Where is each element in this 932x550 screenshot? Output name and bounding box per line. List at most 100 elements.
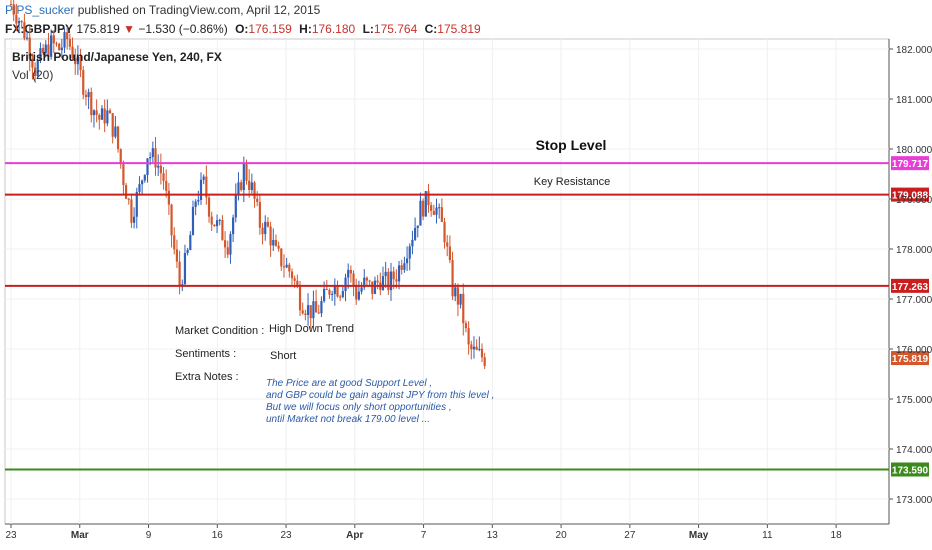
candle-body <box>205 176 208 198</box>
candle-body <box>470 344 473 350</box>
candle-body <box>462 293 465 324</box>
down-arrow-icon: ▼ <box>123 22 135 36</box>
candle-body <box>432 210 435 215</box>
volume-indicator[interactable]: Vol (20) <box>12 68 53 82</box>
candle-body <box>381 276 385 290</box>
candle-body <box>392 271 395 280</box>
price-tick-label: 176.000 <box>896 345 932 356</box>
candle-body <box>328 289 331 295</box>
time-tick-label: 23 <box>5 530 17 541</box>
candle-body <box>63 32 66 48</box>
candle-body <box>266 221 270 227</box>
candle-body <box>122 164 125 186</box>
candle-body <box>199 179 203 201</box>
candle-body <box>87 91 90 98</box>
last-price-text: 175.819 <box>892 354 929 365</box>
candle-body <box>480 348 484 358</box>
candle-body <box>44 44 47 53</box>
sentiments-label: Sentiments : <box>175 348 236 360</box>
note-line: The Price are at good Support Level , <box>266 378 432 389</box>
close-value: 175.819 <box>437 22 481 36</box>
candle-body <box>355 286 358 300</box>
candle-body <box>95 110 98 115</box>
author-link[interactable]: PIPS_sucker <box>5 3 75 17</box>
key-resistance-label: Key Resistance <box>534 176 610 188</box>
candle-body <box>280 248 283 267</box>
candle-body <box>365 277 369 281</box>
time-tick-label: 23 <box>280 530 292 541</box>
plot-area[interactable] <box>4 38 890 525</box>
price-tick-label: 181.000 <box>896 95 932 106</box>
open-label: O: <box>235 22 249 36</box>
candle-body <box>368 280 371 282</box>
candle-body <box>108 110 112 114</box>
candle-body <box>400 265 403 270</box>
candle-body <box>165 180 168 191</box>
notes-block: The Price are at good Support Level , an… <box>266 378 494 425</box>
candle-body <box>50 35 53 57</box>
time-tick-label: 11 <box>762 530 773 541</box>
candle-body <box>419 200 422 226</box>
chart-title: British Pound/Japanese Yen, 240, FX <box>12 50 222 64</box>
candle-body <box>301 310 304 314</box>
candle-body <box>9 4 13 5</box>
candle-body <box>82 70 85 95</box>
candle-body <box>464 323 468 329</box>
candle-body <box>347 269 350 278</box>
candle-body <box>248 180 251 190</box>
candle-body <box>100 108 104 120</box>
price-label-badge <box>891 462 929 477</box>
candle-body <box>143 175 146 181</box>
candle-body <box>336 284 339 297</box>
open-value: 176.159 <box>248 22 292 36</box>
low-label: L: <box>362 22 374 36</box>
candle-body <box>12 4 15 15</box>
candle-body <box>424 191 427 217</box>
candle-body <box>317 312 320 314</box>
candle-body <box>210 216 213 225</box>
candle-body <box>483 357 486 366</box>
candle-body <box>293 278 296 281</box>
candle-body <box>66 32 69 40</box>
price-label-badge <box>891 278 929 293</box>
note-line: until Market not break 179.00 level ... <box>266 414 430 425</box>
grid <box>5 39 889 524</box>
candle-body <box>170 204 173 236</box>
candle-body <box>304 313 307 315</box>
candle-body <box>405 258 409 264</box>
candle-body <box>376 280 379 283</box>
candle-body <box>138 184 141 192</box>
candle-body <box>223 240 227 248</box>
candle-body <box>349 269 352 274</box>
price-axis[interactable]: 182.000 181.000 180.000 179.000 178.000 177.0… <box>889 45 932 506</box>
candle-body <box>467 328 470 345</box>
candle-body <box>116 126 120 150</box>
candle-body <box>234 195 237 218</box>
candle-body <box>430 205 433 211</box>
candle-body <box>229 234 232 255</box>
candle-body <box>422 200 425 217</box>
time-tick-label: 20 <box>556 530 568 541</box>
candle-body <box>451 260 454 297</box>
price-tick-label: 174.000 <box>896 445 932 456</box>
candle-body <box>261 227 264 235</box>
candle-body <box>411 239 414 247</box>
candle-body <box>221 219 224 241</box>
candle-body <box>387 271 390 291</box>
candle-body <box>31 59 34 68</box>
candle-body <box>360 287 363 292</box>
candle-body <box>175 249 179 262</box>
candle-body <box>344 277 347 292</box>
candle-body <box>312 301 315 319</box>
last-price: 175.819 <box>76 22 120 36</box>
time-axis[interactable]: 23 Mar 9 16 23 Apr 7 13 20 27 May 11 18 <box>5 524 842 541</box>
price-change: −1.530 (−0.86%) <box>138 22 228 36</box>
candle-body <box>33 67 37 76</box>
price-label-badge <box>891 187 929 202</box>
candle-body <box>242 163 245 190</box>
time-tick-label: 9 <box>146 530 152 541</box>
candle-body <box>52 35 55 44</box>
candle-body <box>226 247 229 255</box>
candle-body <box>154 148 157 168</box>
